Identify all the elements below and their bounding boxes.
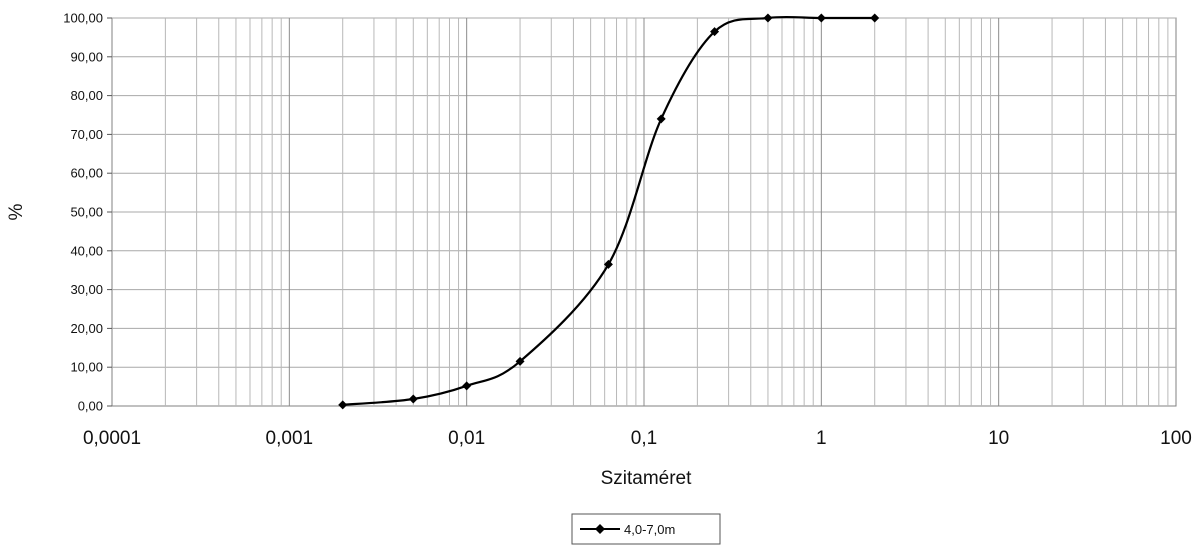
y-tick-label: 80,00: [70, 88, 103, 103]
data-point: [338, 400, 348, 410]
y-tick-label: 90,00: [70, 49, 103, 64]
series-line: [342, 15, 875, 406]
legend: 4,0-7,0m: [571, 513, 721, 545]
y-tick-label: 100,00: [63, 11, 103, 26]
y-tick-label: 0,00: [78, 399, 103, 414]
x-tick-label: 0,1: [631, 428, 657, 449]
data-point: [816, 13, 826, 23]
legend-marker: [595, 524, 605, 534]
x-tick-label: 100: [1160, 428, 1192, 449]
data-point: [870, 13, 880, 23]
y-tick-label: 70,00: [70, 127, 103, 142]
x-tick-label: 0,0001: [83, 428, 141, 449]
data-point: [515, 356, 525, 366]
y-axis-ticks: 0,00 10,00 20,00 30,00 40,00 50,00 60,00 70,00 8…: [63, 11, 112, 414]
x-tick-label: 10: [988, 428, 1009, 449]
y-tick-label: 60,00: [70, 166, 103, 181]
x-axis-title: Szitaméret: [601, 468, 693, 489]
data-point: [710, 27, 720, 37]
y-tick-label: 20,00: [70, 321, 103, 336]
data-point: [603, 259, 613, 269]
data-point: [656, 114, 666, 124]
series-layer: [338, 13, 880, 410]
y-tick-label: 30,00: [70, 282, 103, 297]
x-tick-label: 0,01: [448, 428, 485, 449]
y-tick-label: 40,00: [70, 243, 103, 258]
y-tick-label: 10,00: [70, 360, 103, 375]
x-tick-label: 1: [816, 428, 827, 449]
legend-label: 4,0-7,0m: [624, 522, 675, 537]
data-point: [763, 13, 773, 23]
x-axis-ticks: 0,0001 0,001 0,01 0,1 1 10 100: [83, 428, 1192, 449]
data-point: [462, 381, 472, 391]
y-axis-title: %: [6, 203, 27, 220]
grid: [112, 17, 1176, 406]
data-point: [408, 394, 418, 404]
x-tick-label: 0,001: [266, 428, 314, 449]
y-tick-label: 50,00: [70, 205, 103, 220]
